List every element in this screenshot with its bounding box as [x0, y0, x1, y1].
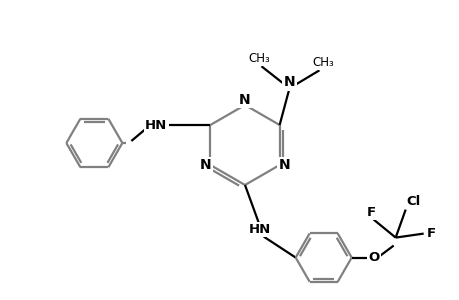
Text: N: N: [278, 158, 290, 172]
Text: CH₃: CH₃: [248, 52, 270, 65]
Text: N: N: [283, 75, 295, 89]
Text: F: F: [426, 227, 435, 240]
Text: HN: HN: [145, 118, 167, 131]
Text: F: F: [366, 206, 375, 219]
Text: O: O: [367, 251, 379, 264]
Text: N: N: [199, 158, 211, 172]
Text: CH₃: CH₃: [312, 56, 334, 69]
Text: N: N: [239, 93, 250, 107]
Text: HN: HN: [248, 223, 270, 236]
Text: Cl: Cl: [406, 195, 420, 208]
